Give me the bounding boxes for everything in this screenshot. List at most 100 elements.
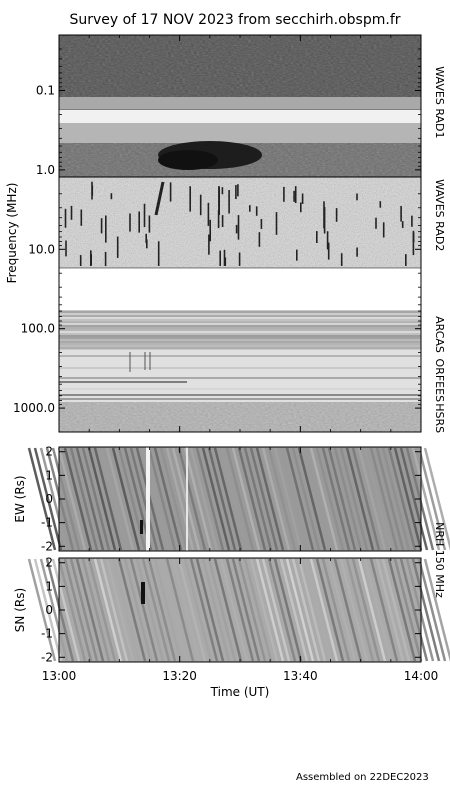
nrh-stripe (381, 558, 411, 662)
sn-axis: 2 1 0 -1 -2 (41, 556, 421, 664)
nrh-stripe (411, 558, 441, 662)
nrh-stripe (399, 558, 429, 662)
nrh-stripe (165, 447, 195, 551)
nrh-stripe (399, 447, 429, 551)
nrh-stripe (315, 558, 345, 662)
nrh-stripe (57, 447, 87, 551)
nrh-stripe (417, 558, 447, 662)
ew-stripes (27, 447, 450, 551)
orfees-panel (59, 350, 421, 402)
nrh-stripe (153, 558, 183, 662)
nrh-stripe (153, 447, 183, 551)
nrh-stripe (201, 558, 231, 662)
nrh-stripe (351, 558, 381, 662)
nrh-stripe (231, 558, 261, 662)
nrh-stripe (267, 447, 297, 551)
nrh-stripe (261, 447, 291, 551)
time-tick-label: 13:00 (42, 669, 77, 683)
nrh-stripe (291, 558, 321, 662)
time-tick-label: 13:40 (283, 669, 318, 683)
sn-stripes (27, 558, 450, 662)
nrh-stripe (243, 558, 273, 662)
ew-axis-label: EW (Rs) (13, 475, 27, 522)
nrh-stripe (171, 558, 201, 662)
nrh-stripe (375, 447, 405, 551)
nrh-stripe (75, 558, 105, 662)
nrh-stripe (423, 447, 450, 551)
nrh-stripe (75, 447, 105, 551)
nrh-stripe (105, 447, 135, 551)
instrument-label: WAVES RAD1 (433, 66, 446, 138)
nrh-stripe (237, 447, 267, 551)
nrh-stripe (63, 558, 93, 662)
time-axis-label: Time (UT) (210, 685, 270, 699)
nrh-stripe (51, 558, 81, 662)
nrh-stripe (189, 558, 219, 662)
nrh-stripe (369, 447, 399, 551)
nrh-stripe (177, 447, 207, 551)
nrh-stripe (261, 558, 291, 662)
rs-tick-label: 1 (45, 468, 53, 482)
nrh-stripe (165, 558, 195, 662)
rs-tick-label: 2 (45, 556, 53, 570)
nrh-stripe (225, 447, 255, 551)
nrh-stripe (255, 447, 285, 551)
freq-tick-label: 1.0 (36, 163, 55, 177)
nrh-stripe (321, 447, 351, 551)
nrh-stripe (147, 447, 177, 551)
nrh-stripe (57, 558, 87, 662)
nrh-stripe (159, 447, 189, 551)
nrh-ew-panel (27, 446, 450, 552)
instrument-label: HSRS (433, 403, 446, 433)
nrh-stripe (411, 447, 441, 551)
nrh-stripe (267, 558, 297, 662)
nrh-stripe (357, 558, 387, 662)
nrh-stripe (273, 558, 303, 662)
nrh-stripe (207, 558, 237, 662)
rs-tick-label: -2 (41, 650, 53, 664)
nrh-stripe (303, 558, 333, 662)
rad2-panel (59, 177, 421, 268)
nrh-stripe (363, 447, 393, 551)
nrh-stripe (69, 447, 99, 551)
nrh-stripe (93, 558, 123, 662)
ew-axis: 2 1 0 -1 -2 (41, 445, 421, 553)
rs-tick-label: -2 (41, 539, 53, 553)
frequency-axis-label: Frequency (MHz) (5, 183, 19, 284)
nrh-stripe (183, 558, 213, 662)
nrh-stripe (117, 558, 147, 662)
nrh-stripe (81, 558, 111, 662)
rad1-panel (59, 35, 421, 177)
nrh-stripe (225, 558, 255, 662)
nrh-stripe (255, 558, 285, 662)
nrh-stripe (87, 447, 117, 551)
freq-tick-label: 1000.0 (13, 401, 55, 415)
nrh-stripe (369, 558, 399, 662)
freq-tick-label: 0.1 (36, 83, 55, 97)
nrh-stripe (147, 558, 177, 662)
frequency-axis: 0.1 1.0 10.0 100.0 1000.0 (13, 34, 421, 433)
nrh-stripe (51, 447, 81, 551)
nrh-stripe (219, 558, 249, 662)
nrh-stripe (387, 447, 417, 551)
nrh-stripe (177, 558, 207, 662)
nrh-stripe (333, 447, 363, 551)
nrh-stripe (39, 447, 69, 551)
nrh-stripe (333, 558, 363, 662)
nrh-stripe (285, 558, 315, 662)
nrh-stripe (339, 447, 369, 551)
instrument-label: WAVES RAD2 (433, 179, 446, 251)
nrh-stripe (417, 447, 447, 551)
nrh-stripe (345, 447, 375, 551)
nrh-stripe (291, 447, 321, 551)
nrh-stripe (195, 558, 225, 662)
nrh-stripe (219, 447, 249, 551)
nrh-stripe (189, 447, 219, 551)
nrh-stripe (27, 558, 57, 662)
nrh-stripe (309, 447, 339, 551)
nrh-stripe (99, 447, 129, 551)
nrh-stripe (159, 558, 189, 662)
nrh-stripe (111, 558, 141, 662)
